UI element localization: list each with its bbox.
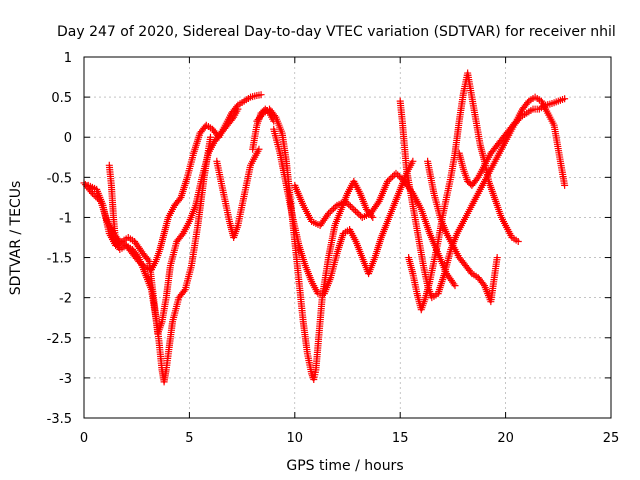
y-tick-label: 0.5 — [51, 91, 72, 106]
y-tick-label: -3 — [59, 372, 72, 387]
data-point — [450, 280, 458, 288]
data-points — [80, 69, 569, 386]
data-point — [228, 115, 236, 123]
data-point — [341, 197, 349, 205]
data-point — [369, 213, 377, 221]
data-point — [180, 287, 188, 295]
data-point — [392, 169, 400, 177]
data-point — [255, 145, 263, 153]
data-point — [524, 99, 532, 107]
x-tick-label: 5 — [185, 431, 193, 446]
data-point — [395, 173, 403, 181]
data-point — [353, 209, 361, 217]
x-axis-title: GPS time / hours — [286, 458, 403, 474]
x-tick-label: 25 — [603, 431, 620, 446]
data-point — [385, 176, 393, 184]
data-point — [357, 212, 365, 220]
data-point — [331, 203, 339, 211]
data-point — [479, 280, 487, 288]
data-point — [343, 199, 351, 207]
data-point — [561, 181, 569, 189]
data-point — [514, 238, 522, 246]
data-point — [352, 207, 360, 215]
x-axis: 0 5 10 15 20 25 — [80, 57, 619, 446]
data-point — [355, 210, 363, 218]
plot-frame — [83, 56, 612, 419]
data-point — [561, 95, 569, 103]
y-tick-label: -1 — [59, 211, 72, 226]
y-tick-label: -1.5 — [47, 252, 72, 267]
data-point — [328, 206, 336, 214]
x-tick-label: 10 — [287, 431, 304, 446]
y-tick-label: -2.5 — [47, 332, 72, 347]
data-point — [234, 105, 242, 113]
y-tick-label: -3.5 — [47, 412, 72, 427]
data-point — [394, 171, 402, 179]
y-axis-title: SDTVAR / TECUs — [8, 181, 24, 296]
y-tick-label: 0 — [64, 131, 72, 146]
data-point — [176, 195, 184, 203]
y-tick-label: 1 — [64, 51, 72, 66]
data-point — [144, 256, 152, 264]
data-point — [326, 208, 334, 216]
data-point — [387, 174, 395, 182]
data-point — [473, 175, 481, 183]
y-tick-label: -2 — [59, 292, 72, 307]
data-point — [206, 133, 214, 141]
data-point — [178, 231, 186, 239]
data-point — [374, 199, 382, 207]
data-point — [350, 205, 358, 213]
data-point — [345, 201, 353, 209]
x-tick-label: 15 — [392, 431, 409, 446]
x-tick-label: 20 — [497, 431, 514, 446]
data-point — [346, 202, 354, 210]
data-point — [389, 173, 397, 181]
x-tick-label: 0 — [80, 431, 88, 446]
data-point — [451, 282, 459, 290]
data-point — [348, 204, 356, 212]
data-point — [397, 174, 405, 182]
data-point — [330, 205, 338, 213]
data-point — [384, 177, 392, 185]
chart-title: Day 247 of 2020, Sidereal Day-to-day VTE… — [57, 24, 616, 40]
data-point — [270, 117, 278, 125]
data-point — [409, 157, 417, 165]
y-axis: -3.5 -3 -2.5 -2 -1.5 -1 -0.5 0 0.5 1 — [47, 51, 611, 427]
data-point — [257, 91, 265, 99]
y-tick-label: -0.5 — [47, 171, 72, 186]
data-point — [511, 119, 519, 127]
data-point — [325, 209, 333, 217]
data-point — [134, 252, 142, 260]
data-point — [467, 268, 475, 276]
data-point — [493, 254, 501, 262]
